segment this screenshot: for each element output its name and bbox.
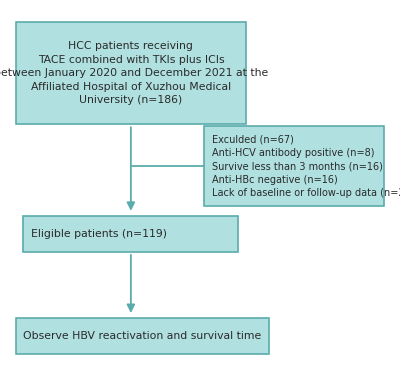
Text: Observe HBV reactivation and survival time: Observe HBV reactivation and survival ti… xyxy=(23,331,262,341)
Text: Exculded (n=67)
Anti-HCV antibody positive (n=8)
Survive less than 3 months (n=1: Exculded (n=67) Anti-HCV antibody positi… xyxy=(212,134,400,198)
FancyBboxPatch shape xyxy=(16,22,246,124)
FancyBboxPatch shape xyxy=(16,318,269,354)
Text: HCC patients receiving
TACE combined with TKIs plus ICIs
between January 2020 an: HCC patients receiving TACE combined wit… xyxy=(0,41,268,106)
FancyBboxPatch shape xyxy=(204,126,384,206)
Text: Eligible patients (n=119): Eligible patients (n=119) xyxy=(31,229,167,239)
FancyBboxPatch shape xyxy=(23,215,238,252)
